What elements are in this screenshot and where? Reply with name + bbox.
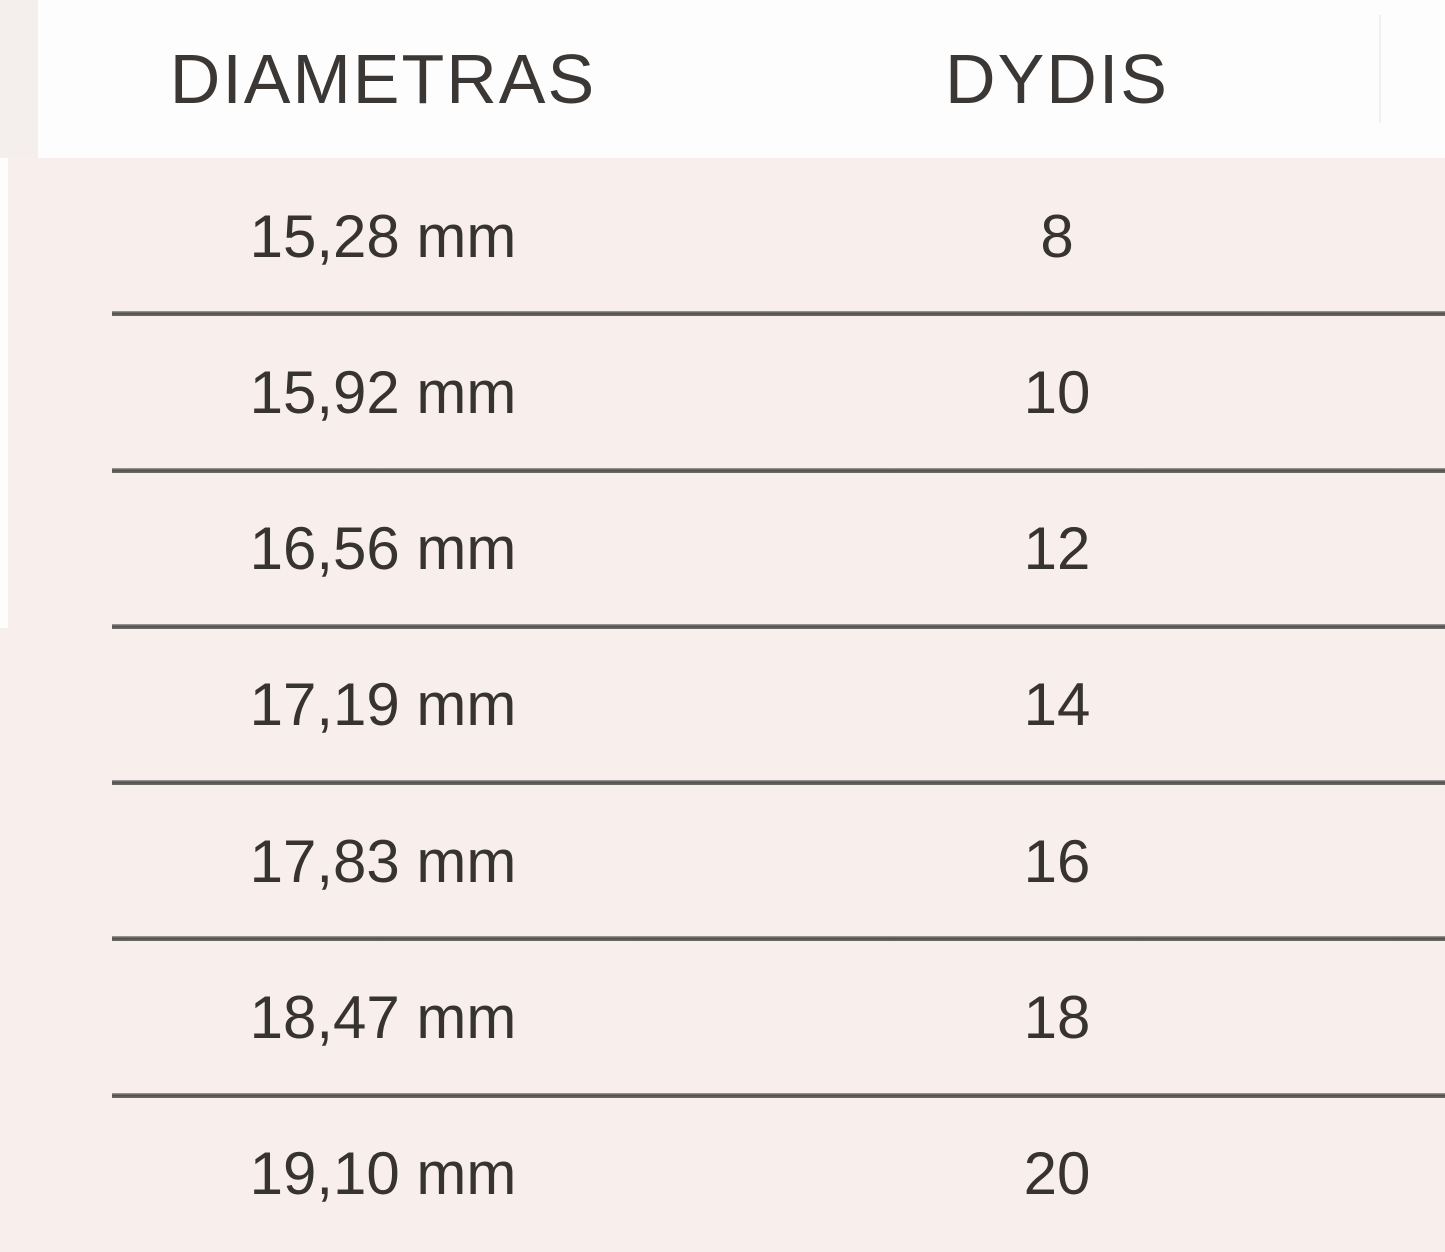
table-row: 19,10 mm 20 — [0, 1096, 1445, 1252]
table-row: 17,19 mm 14 — [0, 627, 1445, 786]
table-row: 16,56 mm 12 — [0, 471, 1445, 630]
table-row: 15,92 mm 10 — [0, 314, 1445, 473]
header-left-strip — [0, 0, 38, 158]
table-row: 18,47 mm 18 — [0, 939, 1445, 1098]
diameter-value: 19,10 mm — [249, 1140, 517, 1208]
diameter-value: 17,83 mm — [249, 827, 517, 895]
diameter-value: 18,47 mm — [249, 984, 517, 1052]
left-white-gap — [0, 158, 8, 628]
diameter-value: 17,19 mm — [249, 671, 517, 739]
size-value: 10 — [1023, 358, 1091, 426]
size-value: 14 — [1023, 671, 1091, 739]
size-value: 16 — [1023, 827, 1091, 895]
size-value: 12 — [1023, 515, 1091, 583]
size-value: 8 — [1040, 202, 1074, 270]
size-value: 18 — [1023, 984, 1091, 1052]
table-row: 17,83 mm 16 — [0, 783, 1445, 942]
table-header-band — [0, 0, 1445, 158]
diameter-value: 16,56 mm — [249, 515, 517, 583]
column-header-diameter: DIAMETRAS — [169, 40, 597, 118]
table-header-row: DIAMETRAS DYDIS — [0, 0, 1445, 158]
size-value: 20 — [1023, 1140, 1091, 1208]
header-card-edge — [1379, 15, 1381, 123]
table-row: 15,28 mm 8 — [0, 158, 1445, 317]
column-header-size: DYDIS — [945, 40, 1169, 118]
diameter-value: 15,92 mm — [249, 358, 517, 426]
diameter-value: 15,28 mm — [249, 202, 517, 270]
size-table: 15,28 mm 8 15,92 mm 10 16,56 mm 12 17,19… — [0, 158, 1445, 1252]
